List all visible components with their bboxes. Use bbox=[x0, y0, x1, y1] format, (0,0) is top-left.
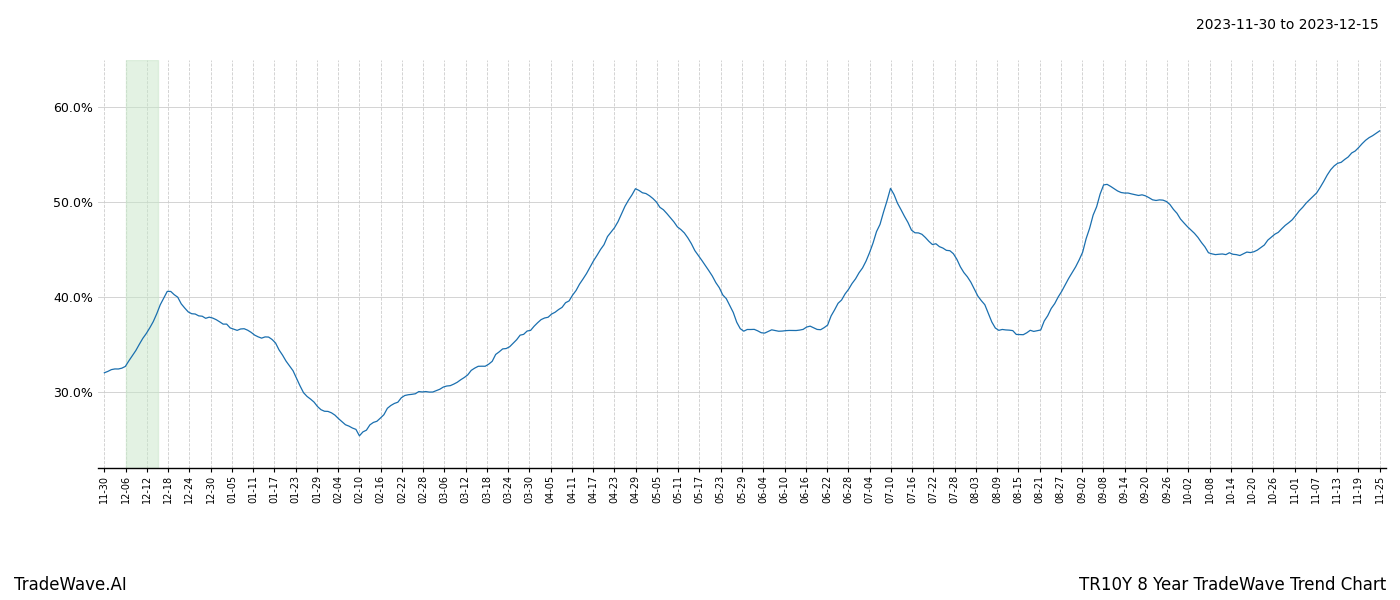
Bar bbox=[126, 60, 158, 468]
Text: TR10Y 8 Year TradeWave Trend Chart: TR10Y 8 Year TradeWave Trend Chart bbox=[1079, 576, 1386, 594]
Text: 2023-11-30 to 2023-12-15: 2023-11-30 to 2023-12-15 bbox=[1196, 18, 1379, 32]
Text: TradeWave.AI: TradeWave.AI bbox=[14, 576, 127, 594]
